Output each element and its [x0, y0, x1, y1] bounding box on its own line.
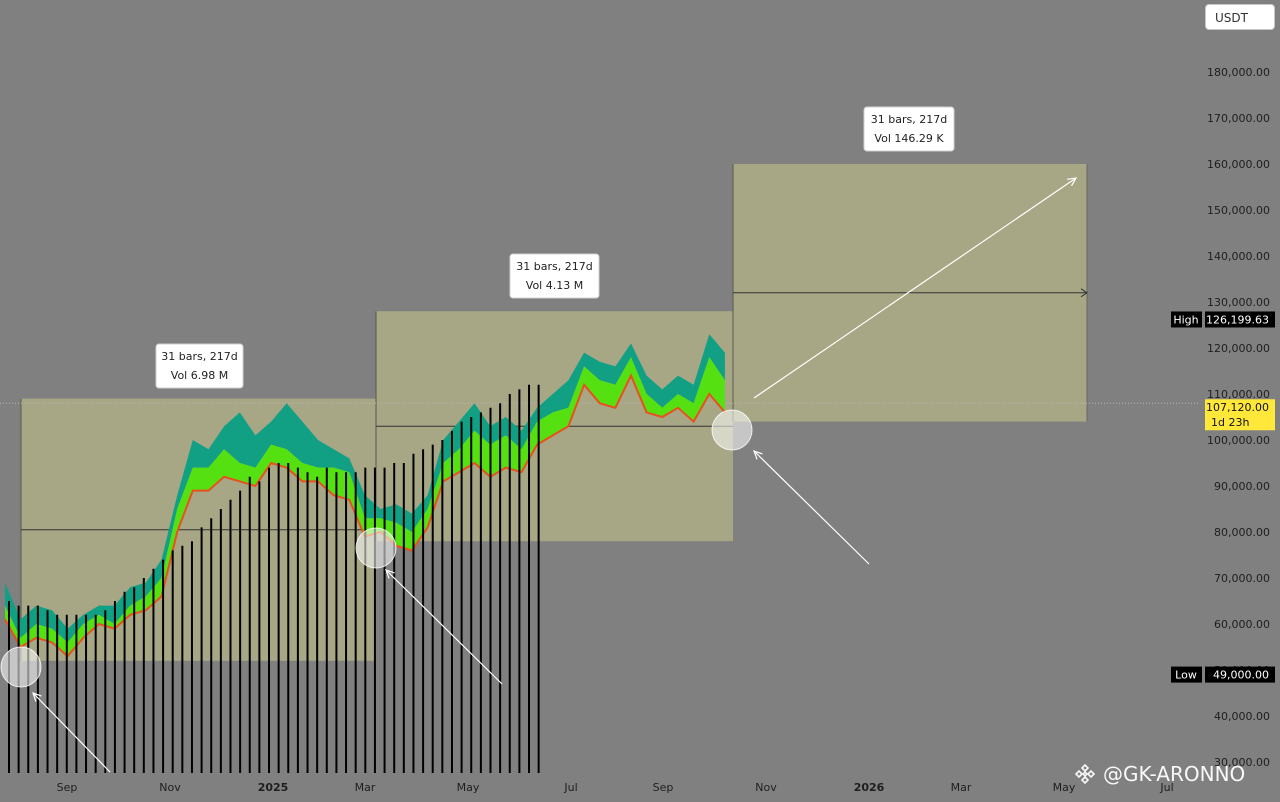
arrow-head	[385, 569, 395, 579]
watermark: @GK-ARONNO	[1073, 762, 1245, 786]
band-upper	[5, 334, 725, 643]
y-tick-label: 110,000.00	[1207, 388, 1270, 401]
x-tick-label: Nov	[755, 781, 777, 794]
y-axis: 180,000.00 170,000.00 160,000.00 150,000.00…	[1207, 66, 1270, 769]
x-axis: Sep Nov 2025 Mar May Jul Sep Nov 2026 Mar May Jul	[57, 781, 1174, 794]
range-label-volume: Vol 6.98 M	[171, 369, 228, 382]
x-tick-label: Mar	[355, 781, 376, 794]
range-label-box	[155, 343, 244, 389]
price-markers: High 126,199.63 Low 49,000.00 107,120.00 1d 2…	[1171, 311, 1275, 683]
x-tick-label: 2026	[854, 781, 885, 794]
watermark-text: @GK-ARONNO	[1103, 762, 1246, 786]
last-price-value: 107,120.00	[1206, 401, 1269, 414]
y-tick-label: 60,000.00	[1214, 618, 1270, 631]
range-label-volume: Vol 146.29 K	[874, 132, 944, 145]
y-tick-label: 70,000.00	[1214, 572, 1270, 585]
currency-selector[interactable]: USDT	[1205, 4, 1275, 30]
y-tick-label: 80,000.00	[1214, 526, 1270, 539]
arrow	[385, 569, 503, 685]
range-label-bars: 31 bars, 217d	[516, 260, 592, 273]
x-tick-label: Jul	[563, 781, 577, 794]
low-marker-label: Low	[1175, 669, 1197, 682]
highlight-circle	[711, 409, 753, 451]
annotations	[0, 177, 1078, 773]
low-marker-label-box	[1171, 666, 1202, 683]
x-tick-label: Mar	[951, 781, 972, 794]
arrow-head	[753, 450, 763, 460]
y-tick-label: 170,000.00	[1207, 112, 1270, 125]
x-tick-label: Sep	[57, 781, 78, 794]
range-boxes	[0, 164, 1200, 661]
y-tick-label: 160,000.00	[1207, 158, 1270, 171]
highlight-circle	[0, 646, 42, 688]
high-marker-label: High	[1173, 313, 1198, 326]
range-labels: 31 bars, 217d Vol 6.98 M 31 bars, 217d Vol …	[155, 106, 955, 389]
y-tick-label: 120,000.00	[1207, 342, 1270, 355]
y-tick-label: 180,000.00	[1207, 66, 1270, 79]
arrow-projection	[753, 177, 1077, 399]
range-label-box	[863, 106, 955, 152]
midline-arrow	[1080, 288, 1088, 298]
x-tick-label: Sep	[653, 781, 674, 794]
y-tick-label: 30,000.00	[1214, 756, 1270, 769]
range-label-box	[509, 253, 600, 299]
arrow	[753, 450, 870, 565]
high-marker-label-box	[1171, 311, 1202, 328]
y-tick-label: 90,000.00	[1214, 480, 1270, 493]
x-tick-label: 2025	[258, 781, 289, 794]
range-label-bars: 31 bars, 217d	[871, 113, 947, 126]
y-tick-label: 140,000.00	[1207, 250, 1270, 263]
highlight-circle	[355, 527, 397, 569]
arrow-head	[32, 692, 42, 702]
arrow-projection-head	[1067, 177, 1078, 187]
y-tick-label: 150,000.00	[1207, 204, 1270, 217]
low-marker-value-box	[1205, 666, 1275, 683]
x-tick-label: May	[457, 781, 480, 794]
y-tick-label: 100,000.00	[1207, 434, 1270, 447]
low-marker-value: 49,000.00	[1213, 669, 1269, 682]
high-marker-value: 126,199.63	[1206, 313, 1269, 326]
last-price-countdown: 1d 23h	[1211, 416, 1249, 429]
y-tick-label: 130,000.00	[1207, 296, 1270, 309]
band-middle	[5, 357, 725, 657]
range-label-bars: 31 bars, 217d	[161, 350, 237, 363]
x-tick-label: Nov	[159, 781, 181, 794]
range-label-volume: Vol 4.13 M	[526, 279, 583, 292]
x-tick-label: Jul	[1159, 781, 1173, 794]
last-price-box	[1205, 399, 1275, 431]
vertical-bars	[8, 384, 540, 773]
x-tick-label: May	[1053, 781, 1076, 794]
binance-logo-icon	[1074, 763, 1096, 785]
high-marker-value-box	[1205, 311, 1275, 328]
y-tick-label: 40,000.00	[1214, 710, 1270, 723]
arrow	[32, 692, 111, 773]
